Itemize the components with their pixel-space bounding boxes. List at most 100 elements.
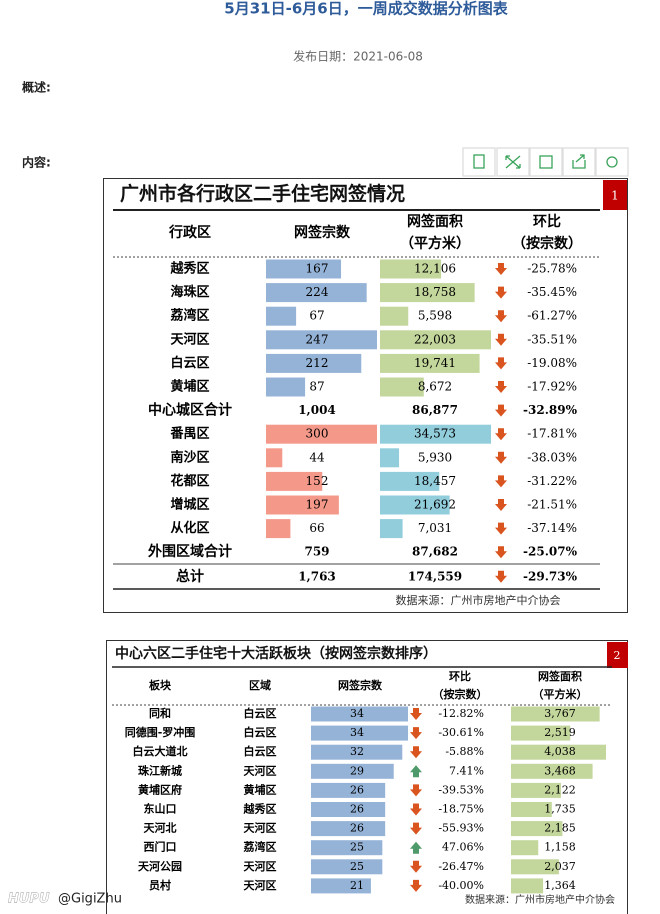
toolbar-button[interactable] bbox=[595, 147, 629, 177]
area: 2,122 bbox=[544, 783, 576, 796]
change: -61.27% bbox=[527, 309, 577, 323]
district: 增城区 bbox=[170, 497, 209, 513]
district: 荔湾区 bbox=[169, 308, 209, 324]
change: -29.73% bbox=[523, 569, 578, 583]
data-bar bbox=[380, 377, 424, 397]
data-bar bbox=[311, 706, 408, 722]
count: 1,763 bbox=[298, 569, 336, 583]
data-bar bbox=[511, 744, 606, 760]
change: -18.75% bbox=[438, 803, 484, 816]
area: 18,457 bbox=[414, 474, 456, 488]
count: 29 bbox=[350, 764, 364, 777]
column-header: （按宗数） bbox=[433, 687, 488, 701]
change: 47.06% bbox=[442, 841, 484, 854]
area: 5,930 bbox=[418, 450, 452, 464]
data-bar bbox=[266, 495, 339, 515]
table2-title: 中心六区二手住宅十大活跃板块（按网签宗数排序） bbox=[115, 645, 437, 662]
page-title: 5月31日-6月6日，一周成交数据分析图表 bbox=[224, 0, 508, 18]
data-bar bbox=[311, 744, 403, 760]
district: 南沙区 bbox=[170, 449, 209, 465]
summary-label: 概述: bbox=[22, 80, 51, 95]
area: 19,741 bbox=[414, 356, 456, 370]
data-bar bbox=[380, 471, 440, 491]
change: 7.41% bbox=[449, 764, 484, 777]
data-bar bbox=[311, 859, 383, 875]
area: 1,735 bbox=[544, 803, 576, 816]
count: 247 bbox=[306, 332, 329, 346]
data-bar bbox=[266, 448, 283, 468]
count: 1,004 bbox=[298, 403, 336, 417]
down-arrow bbox=[495, 570, 507, 583]
down-arrow bbox=[495, 333, 507, 346]
column-header: 区域 bbox=[249, 678, 271, 692]
change: -55.93% bbox=[438, 822, 484, 835]
down-arrow bbox=[495, 522, 507, 535]
area: 86,877 bbox=[412, 403, 458, 417]
district: 中心城区合计 bbox=[148, 402, 232, 419]
data-bar bbox=[380, 448, 400, 468]
area: 3,767 bbox=[544, 707, 576, 720]
icon bbox=[473, 154, 485, 169]
table1-title: 广州市各行政区二手住宅网签情况 bbox=[120, 182, 405, 205]
toolbar-button[interactable] bbox=[496, 147, 530, 177]
block: 西门口 bbox=[144, 840, 177, 854]
data-bar bbox=[511, 802, 552, 817]
icon bbox=[572, 154, 586, 169]
district: 白云区 bbox=[244, 744, 277, 758]
data-bar bbox=[380, 424, 491, 444]
toolbar-button[interactable] bbox=[562, 147, 596, 177]
source: 数据来源：广州市房地产中介协会 bbox=[396, 593, 561, 607]
data-bar bbox=[311, 763, 394, 779]
count: 224 bbox=[306, 285, 329, 299]
district: 海珠区 bbox=[170, 284, 209, 300]
change: -25.78% bbox=[527, 262, 577, 276]
data-bar bbox=[380, 519, 403, 539]
change: -39.53% bbox=[438, 783, 484, 796]
change: -37.14% bbox=[527, 521, 577, 535]
column-header: 环比 bbox=[533, 213, 561, 230]
area: 1,364 bbox=[544, 879, 576, 892]
count: 34 bbox=[350, 707, 364, 720]
column-header: 行政区 bbox=[168, 224, 211, 241]
district: 天河区 bbox=[244, 859, 277, 873]
data-bar bbox=[266, 283, 367, 303]
area: 21,692 bbox=[414, 498, 456, 512]
data-bar bbox=[311, 725, 408, 741]
data-bar bbox=[266, 353, 362, 373]
toolbar-button[interactable] bbox=[529, 147, 563, 177]
block: 天河北 bbox=[144, 821, 177, 835]
publish-date: 发布日期：2021-06-08 bbox=[293, 49, 423, 64]
icon bbox=[539, 155, 553, 169]
count: 26 bbox=[350, 803, 364, 816]
data-bar bbox=[311, 840, 383, 856]
data-bar bbox=[266, 377, 306, 397]
toolbar-button[interactable] bbox=[462, 147, 496, 177]
change: -25.07% bbox=[523, 545, 578, 559]
district: 天河区 bbox=[244, 763, 277, 777]
data-bar bbox=[511, 706, 600, 722]
toolbar bbox=[462, 147, 629, 177]
area: 3,468 bbox=[544, 764, 576, 777]
column-header: 环比 bbox=[449, 669, 471, 683]
down-arrow bbox=[410, 860, 422, 873]
change: -17.81% bbox=[527, 427, 577, 441]
down-arrow bbox=[410, 727, 422, 740]
count: 44 bbox=[309, 450, 325, 464]
column-header: 网签面积 bbox=[407, 213, 463, 230]
data-bar bbox=[266, 330, 377, 350]
district: 天河区 bbox=[244, 821, 277, 835]
area: 18,758 bbox=[414, 285, 456, 299]
area: 5,598 bbox=[418, 309, 452, 323]
down-arrow bbox=[495, 451, 507, 464]
area: 2,185 bbox=[544, 822, 576, 835]
badge bbox=[603, 180, 627, 210]
change: -31.22% bbox=[527, 474, 577, 488]
block: 同和 bbox=[149, 706, 171, 720]
data-bar bbox=[380, 330, 491, 350]
block: 白云大道北 bbox=[133, 744, 188, 758]
count: 26 bbox=[350, 822, 364, 835]
data-bar bbox=[511, 840, 539, 856]
count: 300 bbox=[306, 427, 329, 441]
district: 越秀区 bbox=[169, 261, 209, 277]
